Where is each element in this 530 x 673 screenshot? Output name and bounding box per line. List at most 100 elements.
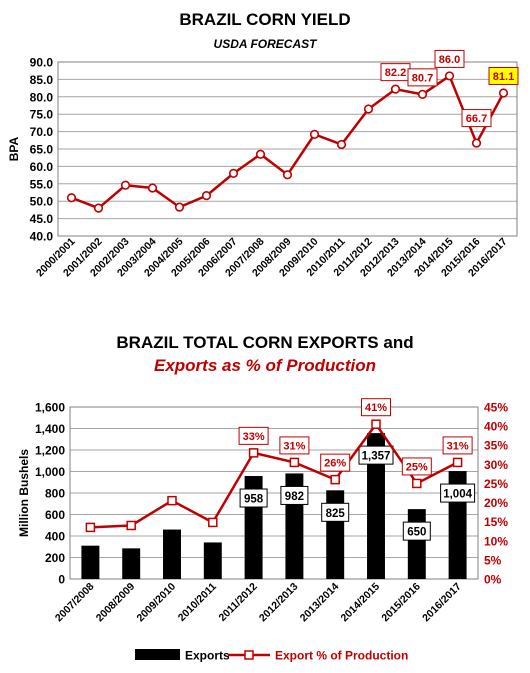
legend-exports-swatch (135, 649, 180, 660)
y-tick-label: 0 (58, 573, 65, 587)
y-tick-label: 1,200 (35, 444, 65, 458)
pct-point (452, 457, 463, 468)
legend-pct-label: Export % of Production (275, 649, 408, 663)
y-tick-label: 90.0 (30, 56, 54, 70)
y2-tick-label: 25% (484, 477, 508, 491)
bar-label-box (358, 445, 394, 465)
data-label: 81.1 (493, 71, 514, 83)
x-tick-label: 2015/2016 (379, 581, 423, 625)
bar-label: 1,357 (362, 451, 391, 463)
yield-point (309, 129, 320, 139)
pct-label-box (320, 453, 351, 472)
x-tick-label: 2016/2017 (420, 581, 464, 625)
yield-point (255, 149, 266, 159)
yield-point (390, 84, 401, 94)
pct-point (371, 419, 381, 429)
x-tick-label: 2008/2009 (94, 581, 138, 625)
export-bar (163, 529, 181, 579)
bar-label: 1,004 (443, 489, 472, 501)
yield-point (282, 170, 293, 180)
export-bar (122, 548, 141, 579)
y2-tick-label: 20% (484, 496, 508, 510)
y-tick-label: 50.0 (30, 195, 54, 209)
x-tick-label: 2012/2013 (257, 581, 301, 625)
bar-label-box (440, 483, 476, 503)
y-tick-label: 1,600 (35, 401, 65, 415)
plot-area (57, 61, 518, 237)
data-label: 80.7 (412, 72, 433, 84)
y-tick-label: 200 (45, 551, 65, 565)
y-tick-label: 800 (45, 487, 65, 501)
bar-label: 958 (244, 494, 264, 506)
pct-point (412, 478, 422, 489)
pct-label: 33% (243, 431, 265, 443)
yield-point (417, 89, 428, 99)
y2-tick-label: 0% (484, 573, 502, 587)
yield-point (228, 168, 239, 178)
data-label-box (488, 66, 519, 85)
chart1-subtitle: USDA FORECAST (213, 37, 317, 51)
pct-label-box (401, 457, 432, 476)
y2-tick-label: 45% (484, 401, 508, 415)
pct-label-box (238, 426, 269, 445)
pct-label: 25% (406, 461, 428, 473)
y2-tick-label: 30% (484, 458, 508, 472)
data-label-box (461, 109, 492, 128)
y-axis-label: BPA (7, 136, 21, 161)
yield-point (201, 191, 212, 201)
x-tick-label: 2009/2010 (135, 581, 179, 625)
export-bar (203, 542, 222, 579)
pct-point (208, 517, 218, 528)
y2-tick-label: 35% (484, 439, 508, 453)
pct-point (289, 457, 300, 468)
x-tick-label: 2013/2014 (298, 581, 342, 625)
plot-area (69, 406, 479, 580)
pct-label: 31% (283, 440, 305, 452)
chart1-title: BRAZIL CORN YIELD (179, 10, 351, 29)
x-tick-label: 2010/2011 (176, 581, 219, 624)
pct-label-box (442, 436, 473, 455)
pct-series-line (90, 422, 459, 529)
data-label: 86.0 (439, 54, 460, 66)
y-tick-label: 80.0 (30, 90, 54, 104)
y2-tick-label: 5% (484, 553, 502, 567)
data-label-box (407, 68, 438, 87)
yield-point (147, 183, 158, 193)
y-tick-label: 60.0 (30, 160, 54, 174)
x-tick-label: 2011/2012 (217, 581, 260, 624)
x-tick-label: 2014/2015 (339, 581, 383, 625)
data-label: 66.7 (466, 113, 487, 125)
pct-point (126, 520, 136, 531)
pct-point (167, 495, 177, 506)
pct-point (85, 522, 96, 533)
y-tick-label: 55.0 (30, 177, 54, 191)
bar-label-box (321, 502, 350, 522)
y2-tick-label: 40% (484, 420, 508, 434)
bar-label: 982 (285, 491, 304, 503)
legend-exports-label: Exports (185, 649, 230, 663)
x-tick-label: 2007/2008 (53, 581, 97, 625)
yield-point (336, 139, 347, 150)
y-tick-label: 70.0 (30, 125, 54, 139)
y-axis-label: Million Bushels (17, 449, 31, 537)
pct-label: 41% (365, 402, 387, 414)
pct-point (248, 448, 259, 458)
yield-line-chart: 40.0 45.0 50.0 55.0 60.0 65.0 70.0 75.0 80.0 85.0… (7, 49, 519, 279)
legend-pct-marker (244, 650, 254, 660)
bar-label: 650 (407, 527, 426, 539)
y-tick-label: 85.0 (30, 73, 54, 87)
yield-point (444, 71, 455, 81)
y-tick-label: 45.0 (30, 212, 54, 226)
y-tick-label: 1,400 (35, 422, 65, 436)
y-tick-label: 75.0 (30, 108, 54, 122)
y2-tick-label: 15% (484, 515, 508, 529)
y-tick-label: 400 (45, 530, 65, 544)
y2-tick-label: 10% (484, 534, 508, 548)
bar-label-box (402, 521, 431, 541)
chart2-subtitle: Exports as % of Production (154, 356, 376, 375)
y-tick-label: 1,000 (35, 465, 65, 479)
y-tick-label: 65.0 (30, 143, 54, 157)
pct-label-box (279, 436, 310, 455)
yield-point (174, 202, 185, 212)
